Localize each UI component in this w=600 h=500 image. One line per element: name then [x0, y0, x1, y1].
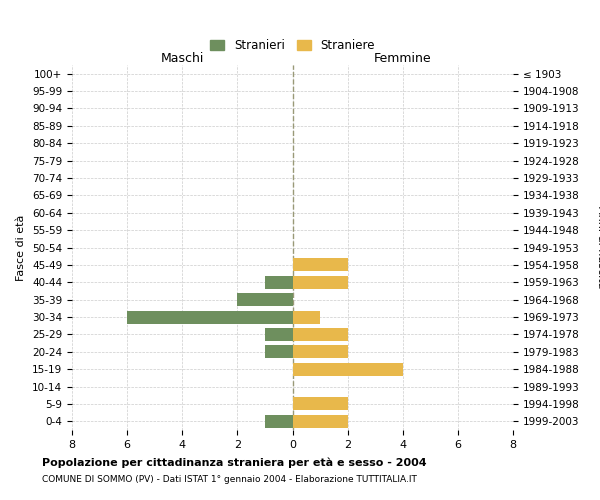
- Bar: [265, 276, 293, 289]
- Bar: [293, 276, 347, 289]
- Legend: Stranieri, Straniere: Stranieri, Straniere: [206, 34, 379, 57]
- Bar: [293, 346, 347, 358]
- Bar: [293, 258, 347, 272]
- Bar: [127, 310, 293, 324]
- Y-axis label: Fasce di età: Fasce di età: [16, 214, 26, 280]
- Text: Femmine: Femmine: [374, 52, 431, 65]
- Bar: [293, 362, 403, 376]
- Bar: [238, 293, 293, 306]
- Text: COMUNE DI SOMMO (PV) - Dati ISTAT 1° gennaio 2004 - Elaborazione TUTTITALIA.IT: COMUNE DI SOMMO (PV) - Dati ISTAT 1° gen…: [42, 475, 417, 484]
- Bar: [293, 328, 347, 341]
- Text: Popolazione per cittadinanza straniera per età e sesso - 2004: Popolazione per cittadinanza straniera p…: [42, 458, 427, 468]
- Bar: [293, 398, 347, 410]
- Y-axis label: Anni di nascita: Anni di nascita: [596, 206, 600, 289]
- Bar: [293, 310, 320, 324]
- Bar: [293, 415, 347, 428]
- Text: Maschi: Maschi: [161, 52, 204, 65]
- Bar: [265, 415, 293, 428]
- Bar: [265, 346, 293, 358]
- Bar: [265, 328, 293, 341]
